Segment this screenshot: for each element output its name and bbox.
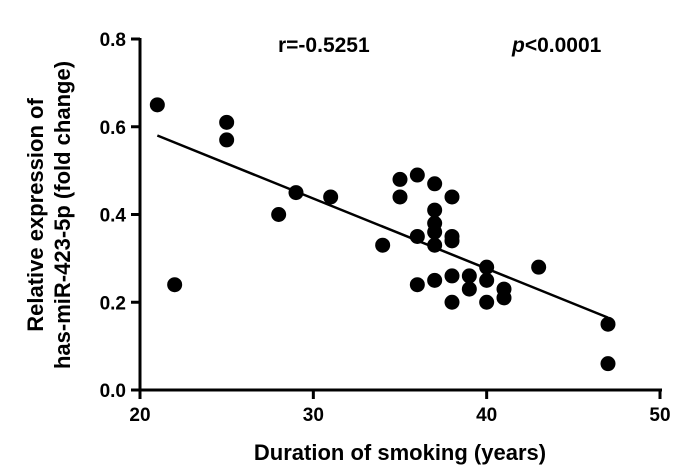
y-tick-label: 0.2 (100, 293, 126, 314)
data-point (444, 233, 460, 249)
x-ticks: 20 30 40 50 (129, 390, 671, 426)
data-point (427, 176, 443, 192)
y-axis-title: Relative expression of has-miR-423-5p (f… (23, 61, 75, 369)
data-points (149, 97, 616, 372)
data-point (427, 202, 443, 218)
data-point (271, 207, 287, 222)
data-point (219, 114, 235, 130)
data-point (323, 189, 339, 205)
y-tick-label: 0.4 (100, 206, 127, 227)
data-point (219, 132, 235, 148)
data-point (461, 281, 477, 297)
data-point (479, 259, 495, 275)
data-point (444, 268, 460, 284)
data-point (600, 316, 616, 332)
correlation-label: r=-0.5251 (278, 34, 370, 57)
data-point (427, 237, 443, 253)
data-point (375, 237, 391, 253)
data-point (427, 272, 443, 288)
x-tick-label: 30 (303, 405, 324, 426)
data-point (392, 189, 408, 205)
y-tick-label: 0.0 (100, 381, 126, 402)
regression-line (156, 134, 609, 319)
p-value-label: p<0.0001 (511, 34, 602, 57)
p-value-italic: p (511, 34, 525, 57)
data-point (288, 185, 304, 201)
data-point (531, 259, 547, 275)
data-point (149, 97, 165, 113)
p-value-rest: <0.0001 (525, 34, 602, 57)
x-tick-label: 50 (649, 405, 670, 426)
y-axis-title-line-1: Relative expression of (23, 98, 48, 332)
data-point (409, 277, 425, 293)
data-point (461, 268, 477, 284)
data-point (392, 171, 408, 187)
x-axis-title: Duration of smoking (years) (254, 440, 546, 465)
data-point (444, 294, 460, 310)
data-point (409, 167, 425, 183)
y-tick-label: 0.8 (100, 30, 126, 51)
data-point (600, 356, 616, 372)
y-ticks: 0.0 0.2 0.4 0.6 0.8 (100, 30, 140, 402)
x-tick-label: 40 (476, 405, 497, 426)
data-point (409, 228, 425, 244)
y-axis-title-line-2: has-miR-423-5p (fold change) (50, 61, 75, 369)
x-tick-label: 20 (129, 405, 150, 426)
data-point (167, 277, 183, 293)
data-point (496, 290, 512, 306)
data-point (444, 189, 460, 205)
data-point (427, 224, 443, 240)
data-point (479, 294, 495, 310)
data-point (479, 272, 495, 288)
y-tick-label: 0.6 (100, 118, 126, 139)
